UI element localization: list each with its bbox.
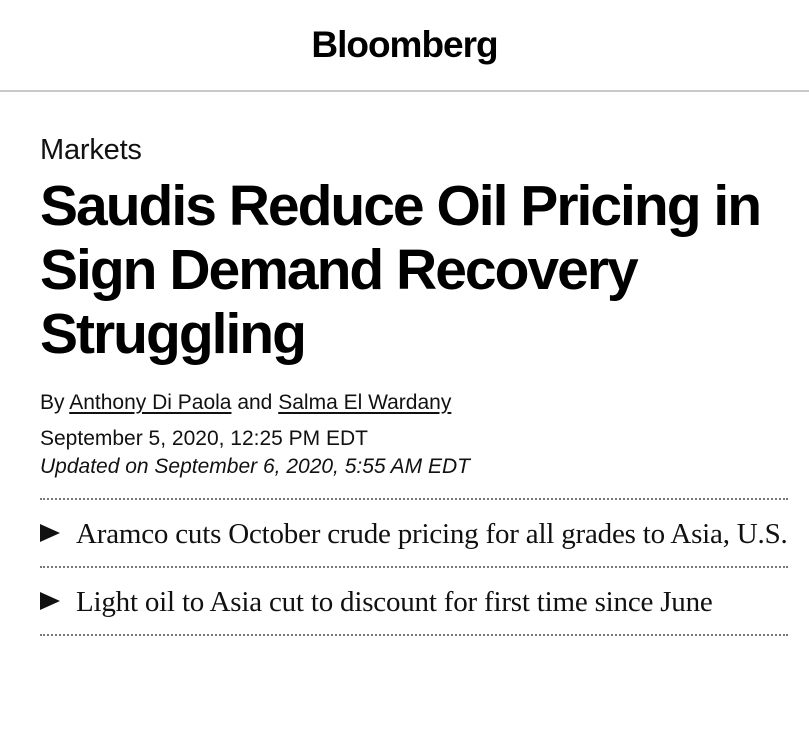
list-item: Light oil to Asia cut to discount for fi… [40,568,788,636]
triangle-right-icon [40,514,76,542]
author-link-2[interactable]: Salma El Wardany [278,391,452,414]
byline-prefix: By [40,391,65,414]
byline: By Anthony Di Paola and Salma El Wardany [40,390,788,416]
byline-conjunction: and [237,391,273,414]
bullet-text: Aramco cuts October crude pricing for al… [76,518,788,550]
published-timestamp: September 5, 2020, 12:25 PM EDT [40,427,369,450]
updated-timestamp: Updated on September 6, 2020, 5:55 AM ED… [40,455,470,478]
section-label[interactable]: Markets [40,134,142,166]
author-link-1[interactable]: Anthony Di Paola [69,391,232,414]
summary-bullets: Aramco cuts October crude pricing for al… [40,498,788,636]
article-headline: Saudis Reduce Oil Pricing in Sign Demand… [40,174,762,366]
article: Markets Saudis Reduce Oil Pricing in Sig… [0,132,788,636]
list-item: Aramco cuts October crude pricing for al… [40,500,788,568]
triangle-right-icon [40,582,76,610]
bullet-text: Light oil to Asia cut to discount for fi… [76,586,713,618]
masthead: Bloomberg [0,0,809,92]
bloomberg-logo[interactable]: Bloomberg [311,24,498,65]
